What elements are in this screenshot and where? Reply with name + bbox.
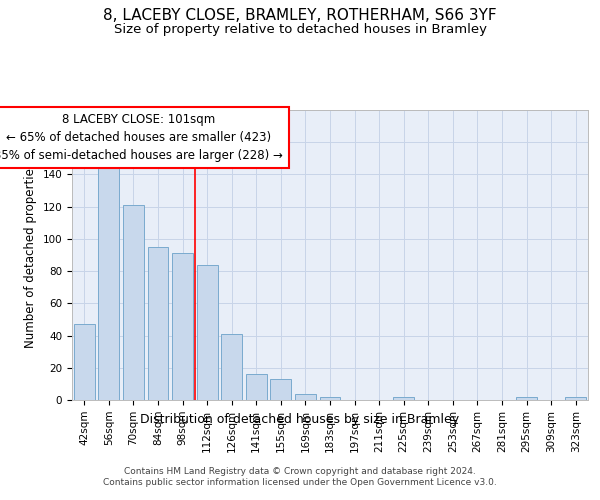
Y-axis label: Number of detached properties: Number of detached properties [24,162,37,348]
Bar [172,254,193,400]
Bar [123,205,144,400]
Text: 8 LACEBY CLOSE: 101sqm
← 65% of detached houses are smaller (423)
35% of semi-de: 8 LACEBY CLOSE: 101sqm ← 65% of detached… [0,113,283,162]
Bar [221,334,242,400]
Bar [393,397,414,400]
Bar [197,264,218,400]
Bar [98,165,119,400]
Bar [271,379,292,400]
Text: 8, LACEBY CLOSE, BRAMLEY, ROTHERHAM, S66 3YF: 8, LACEBY CLOSE, BRAMLEY, ROTHERHAM, S66… [103,8,497,22]
Text: Contains HM Land Registry data © Crown copyright and database right 2024.
Contai: Contains HM Land Registry data © Crown c… [103,468,497,487]
Text: Distribution of detached houses by size in Bramley: Distribution of detached houses by size … [140,412,460,426]
Bar [565,397,586,400]
Bar [295,394,316,400]
Bar [320,397,340,400]
Text: Size of property relative to detached houses in Bramley: Size of property relative to detached ho… [113,22,487,36]
Bar [246,374,267,400]
Bar [74,324,95,400]
Bar [148,247,169,400]
Bar [516,397,537,400]
